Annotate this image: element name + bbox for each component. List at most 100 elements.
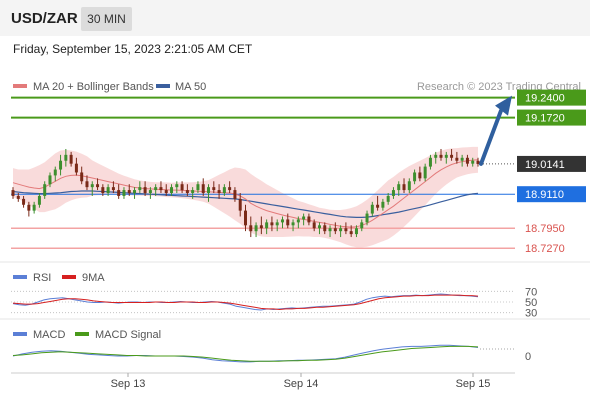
candle-body [275, 222, 279, 226]
timeframe-button[interactable]: 30 MIN [81, 7, 132, 31]
candle-body [476, 160, 480, 164]
moving-averages [12, 159, 479, 228]
candle-body [259, 225, 263, 229]
macd-panel: 0 [12, 344, 531, 363]
rsi-tick-70: 70 [525, 286, 537, 298]
macd-line [12, 344, 479, 363]
candle-body [32, 204, 36, 211]
candle-body [317, 225, 321, 229]
ma50-legend-swatch [156, 84, 170, 88]
candle [296, 216, 300, 229]
candle [238, 193, 242, 217]
candle-body [148, 190, 152, 194]
candle-body [465, 157, 469, 164]
candle [339, 225, 343, 238]
candle-body [191, 190, 195, 194]
candle-body [333, 228, 337, 232]
candle-body [59, 160, 63, 170]
candle-body [354, 228, 358, 235]
resistance-2-label-box [517, 109, 586, 126]
candle [344, 222, 348, 235]
candle [275, 219, 279, 232]
candle [191, 187, 195, 199]
candle [212, 181, 216, 194]
candle-body [349, 231, 353, 235]
candle [233, 187, 237, 202]
rsi-ma-line [12, 294, 479, 311]
candle-body [48, 175, 52, 185]
candle [259, 216, 263, 235]
candle [354, 225, 358, 238]
candle-body [106, 187, 110, 194]
candle-body [217, 190, 221, 194]
candle-body [43, 184, 47, 196]
candle-body [286, 219, 290, 226]
candle-body [85, 181, 89, 188]
candle [455, 151, 459, 164]
chart-datetime: Friday, September 15, 2023 2:21:05 AM CE… [13, 42, 253, 56]
candle [48, 172, 52, 188]
support-1-label: 18.7950 [525, 223, 565, 235]
x-tick-label: Sep 13 [111, 378, 146, 390]
candle [317, 222, 321, 235]
candle-body [69, 154, 73, 164]
candle-body [439, 154, 443, 158]
candle-body [122, 190, 126, 196]
candle-body [133, 190, 137, 194]
candle [244, 204, 247, 232]
candle [117, 184, 121, 199]
candle-body [90, 184, 94, 188]
candle-body [391, 190, 395, 196]
candle-body [37, 195, 41, 205]
candle [164, 184, 168, 196]
candle [360, 219, 364, 232]
candle-body [222, 187, 226, 194]
candle-body [418, 172, 422, 179]
candle-body [143, 187, 147, 194]
candle-body [154, 187, 158, 191]
candle [450, 148, 454, 161]
candle-body [370, 204, 374, 214]
resistance-1-label-text: 19.2400 [525, 93, 565, 105]
candle-body [450, 154, 454, 158]
x-tick-label: Sep 14 [284, 378, 319, 390]
candle [111, 181, 115, 194]
candle-body [16, 195, 20, 199]
macd-signal-line [12, 345, 479, 362]
candle [122, 187, 126, 199]
candle [365, 210, 369, 226]
candle [133, 187, 137, 199]
candle [143, 181, 147, 196]
candle-body [117, 190, 121, 196]
candle [249, 216, 253, 238]
candle-body [244, 210, 247, 226]
candle-body [307, 216, 311, 223]
candle [471, 157, 475, 167]
candle [418, 166, 422, 182]
candle [106, 184, 110, 196]
candle [444, 151, 448, 164]
candle-body [228, 187, 232, 191]
candle [381, 198, 385, 211]
candle-body [138, 187, 142, 191]
candle [11, 187, 15, 199]
x-tick-label: Sep 15 [456, 378, 491, 390]
candle-body [344, 228, 348, 232]
candle-body [323, 225, 327, 232]
rsi-line [12, 293, 479, 311]
rsi-legend-label: RSI [33, 272, 51, 284]
candle-body [11, 190, 15, 196]
current-price-label-box [517, 155, 586, 172]
candle [101, 184, 105, 196]
price-levels [11, 96, 515, 249]
candle [333, 222, 337, 235]
candle-body [254, 225, 258, 232]
candle [434, 151, 438, 164]
candle [148, 187, 152, 199]
symbol-title: USD/ZAR [11, 10, 78, 27]
candle-body [460, 157, 464, 161]
rsi-ma-legend-swatch [62, 275, 76, 279]
candle [349, 225, 353, 238]
candle [254, 222, 258, 238]
